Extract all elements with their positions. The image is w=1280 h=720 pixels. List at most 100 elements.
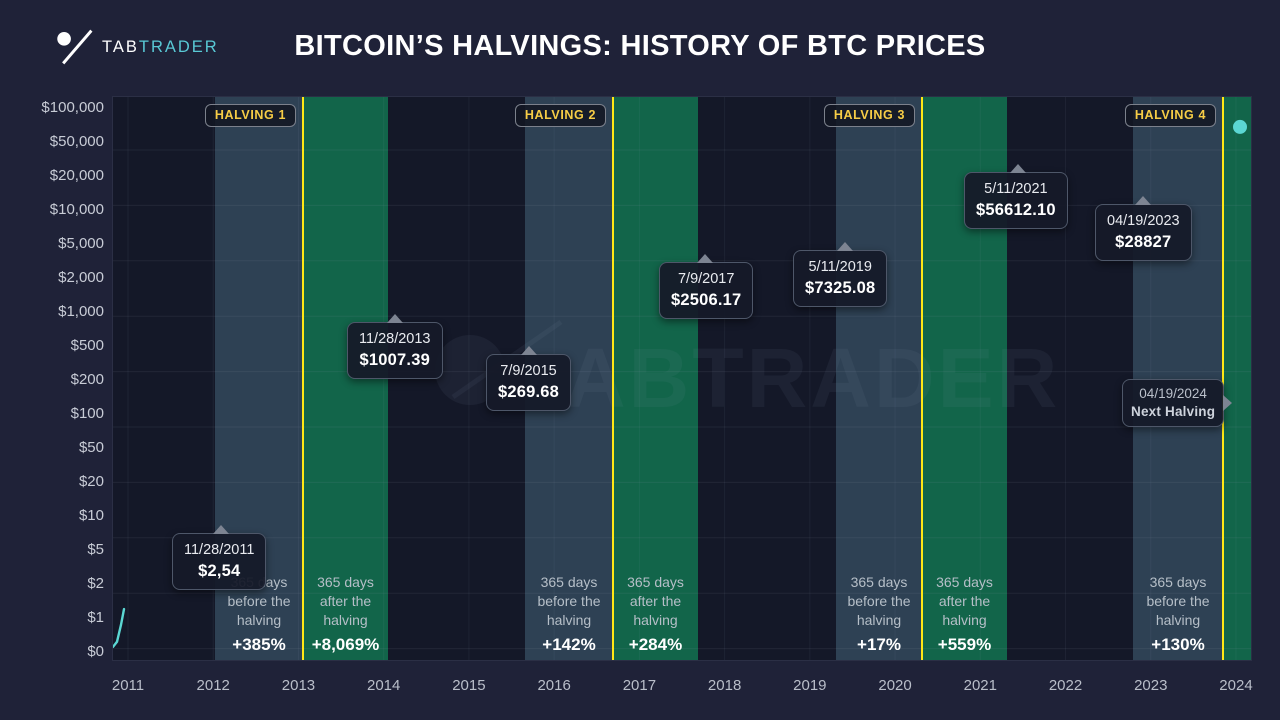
- marker-pointer-up-icon: [1010, 164, 1026, 173]
- caption-line: before the: [227, 593, 291, 609]
- marker-date: 04/19/2023: [1107, 213, 1180, 229]
- halving-return-pct: +559%: [937, 635, 992, 654]
- halving-return-pct: +142%: [542, 635, 596, 654]
- caption-line: 365 days: [936, 574, 993, 590]
- caption-line: after the: [629, 593, 682, 609]
- y-tick-label: $500: [70, 337, 104, 354]
- y-tick-label: $20,000: [49, 167, 104, 184]
- x-tick-label: 2024: [1219, 677, 1253, 694]
- caption-line: before the: [847, 593, 911, 609]
- page-title: BITCOIN’S HALVINGS: HISTORY OF BTC PRICE…: [294, 30, 986, 62]
- caption-line: halving: [323, 612, 368, 628]
- price-marker-7-9-2015: 7/9/2015 $269.68: [486, 346, 572, 411]
- x-tick-label: 2016: [537, 677, 571, 694]
- logo-text-trader: TRADER: [138, 37, 219, 56]
- marker-date: 7/9/2015: [500, 363, 557, 379]
- y-tick-label: $2: [87, 575, 104, 592]
- tabtrader-logo: TABTRADER: [55, 28, 219, 66]
- logo-text-tab: TAB: [102, 37, 139, 56]
- plot-svg: ABTRADER: [113, 97, 1251, 660]
- price-marker-11-28-2011: 11/28/2011 $2,54: [172, 525, 267, 590]
- caption-before-halving-3: 365 days before the halving +17%: [824, 573, 934, 655]
- caption-after-halving-2: 365 days after the halving +284%: [601, 573, 711, 655]
- marker-date: 5/11/2021: [984, 181, 1048, 197]
- caption-before-halving-2: 365 days before the halving +142%: [514, 573, 624, 655]
- y-tick-label: $2,000: [58, 269, 104, 286]
- caption-line: halving: [1155, 612, 1201, 628]
- tabtrader-logo-text: TABTRADER: [102, 38, 219, 57]
- caption-line: halving: [633, 612, 678, 628]
- x-tick-label: 2015: [452, 677, 486, 694]
- marker-pointer-up-icon: [837, 242, 853, 251]
- marker-price: $2,54: [198, 561, 241, 580]
- marker-price: $269.68: [498, 382, 560, 401]
- halving-return-pct: +17%: [857, 635, 901, 654]
- band-before-halving-3: [836, 97, 922, 660]
- caption-line: 365 days: [627, 574, 684, 590]
- caption-line: halving: [942, 612, 987, 628]
- price-marker-5-11-2021: 5/11/2021 $56612.10: [964, 164, 1068, 229]
- x-tick-label: 2021: [963, 677, 997, 694]
- y-tick-label: $50: [78, 439, 104, 456]
- y-tick-label: $100,000: [41, 99, 104, 116]
- marker-date: 11/28/2013: [359, 331, 431, 347]
- marker-price: $1007.39: [359, 350, 430, 369]
- caption-line: halving: [546, 612, 592, 628]
- y-tick-label: $5,000: [58, 235, 104, 252]
- caption-line: 365 days: [1149, 574, 1207, 590]
- caption-before-halving-4: 365 days before the halving +130%: [1123, 573, 1233, 655]
- x-tick-label: 2013: [281, 677, 316, 694]
- marker-price: $7325.08: [805, 278, 876, 297]
- x-tick-label: 2012: [196, 677, 230, 694]
- halving-return-pct: +130%: [1151, 635, 1205, 654]
- price-marker-5-11-2019: 5/11/2019 $7325.08: [793, 242, 888, 307]
- caption-line: before the: [1146, 593, 1210, 609]
- caption-line: halving: [856, 612, 902, 628]
- halving-label-1: HALVING 1: [204, 104, 296, 127]
- marker-pointer-up-icon: [213, 525, 229, 534]
- caption-line: before the: [537, 593, 601, 609]
- y-tick-label: $5: [87, 541, 104, 558]
- caption-line: halving: [236, 612, 282, 628]
- x-tick-label: 2020: [878, 677, 912, 694]
- y-tick-label: $0: [87, 643, 104, 660]
- caption-after-halving-1: 365 days after the halving +8,069%: [291, 573, 401, 655]
- caption-line: 365 days: [317, 574, 374, 590]
- halving-return-pct: +284%: [628, 635, 683, 654]
- marker-date: 04/19/2024: [1139, 386, 1207, 401]
- halving-label-4: HALVING 4: [1124, 104, 1216, 127]
- marker-date: 5/11/2019: [808, 259, 872, 275]
- halving-return-pct: +385%: [232, 635, 286, 654]
- caption-after-halving-3: 365 days after the halving +559%: [910, 573, 1020, 655]
- x-tick-label: 2022: [1048, 677, 1083, 694]
- chart-plot: ABTRADER HALVING 1 365 days before the halv…: [112, 96, 1252, 661]
- y-tick-label: $1,000: [58, 303, 104, 320]
- y-tick-label: $10,000: [49, 201, 104, 218]
- x-tick-label: 2023: [1134, 677, 1168, 694]
- price-marker-7-9-2017: 7/9/2017 $2506.17: [659, 254, 754, 319]
- marker-price: $56612.10: [976, 200, 1056, 219]
- y-tick-label: $20: [78, 473, 104, 490]
- price-marker-11-28-2013: 11/28/2013 $1007.39: [347, 314, 443, 379]
- halving-label-2: HALVING 2: [514, 104, 606, 127]
- y-tick-label: $1: [87, 609, 104, 626]
- marker-date: 7/9/2017: [677, 271, 735, 287]
- x-tick-label: 2011: [111, 677, 145, 694]
- caption-line: 365 days: [850, 574, 908, 590]
- x-tick-label: 2018: [707, 677, 742, 694]
- x-tick-label: 2017: [622, 677, 657, 694]
- y-tick-label: $100: [70, 405, 104, 422]
- y-tick-label: $200: [70, 371, 104, 388]
- price-marker-04-19-2024: 04/19/2024 Next Halving: [1122, 379, 1233, 427]
- marker-price: $28827: [1115, 232, 1172, 251]
- halving-label-3: HALVING 3: [823, 104, 915, 127]
- halving-return-pct: +8,069%: [311, 635, 380, 654]
- x-tick-label: 2019: [793, 677, 827, 694]
- y-tick-label: $10: [78, 507, 104, 524]
- watermark-text: ABTRADER: [565, 331, 1060, 425]
- band-before-halving-4: [1133, 97, 1223, 660]
- marker-price: Next Halving: [1131, 404, 1216, 420]
- marker-pointer-up-icon: [697, 254, 713, 263]
- marker-date: 11/28/2011: [184, 542, 255, 558]
